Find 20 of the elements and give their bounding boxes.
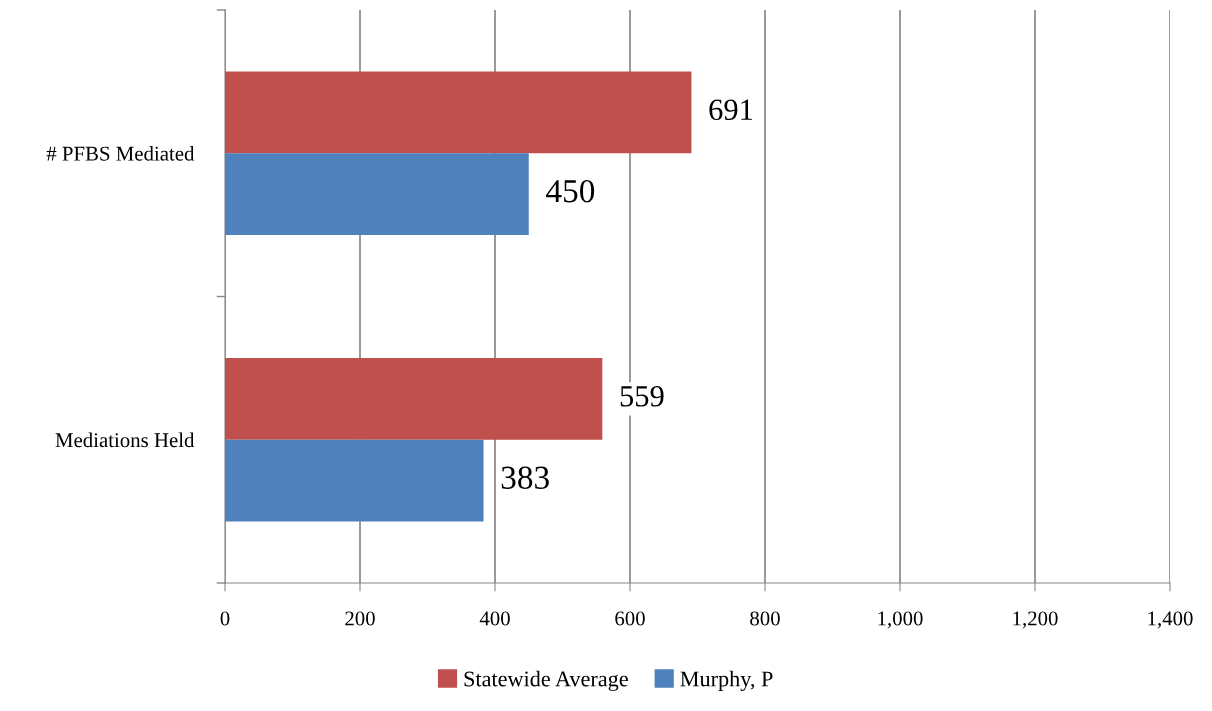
data-label: 691 [709, 99, 753, 121]
x-tick-label: 400 [479, 611, 510, 626]
legend-label: Murphy, P [680, 670, 773, 691]
legend-label: Statewide Average [464, 670, 628, 691]
bar [225, 153, 529, 235]
data-label: 559 [620, 386, 664, 407]
data-label: 450 [546, 179, 595, 203]
x-tick-label: 1,000 [878, 611, 923, 629]
x-tick-label: 1,200 [1013, 611, 1058, 629]
y-tick-label: Mediations Held [55, 432, 195, 448]
x-tick-label: 1,400 [1148, 611, 1193, 629]
data-label: 383 [501, 466, 549, 489]
bar [225, 71, 692, 154]
x-tick-label: 600 [615, 611, 645, 626]
bar [225, 439, 484, 522]
x-tick-label: 800 [750, 611, 780, 626]
x-tick-label: 0 [220, 611, 230, 626]
bar [225, 358, 603, 440]
x-tick-label: 200 [345, 611, 375, 626]
y-tick-label: # PFBS Mediated [46, 146, 195, 161]
